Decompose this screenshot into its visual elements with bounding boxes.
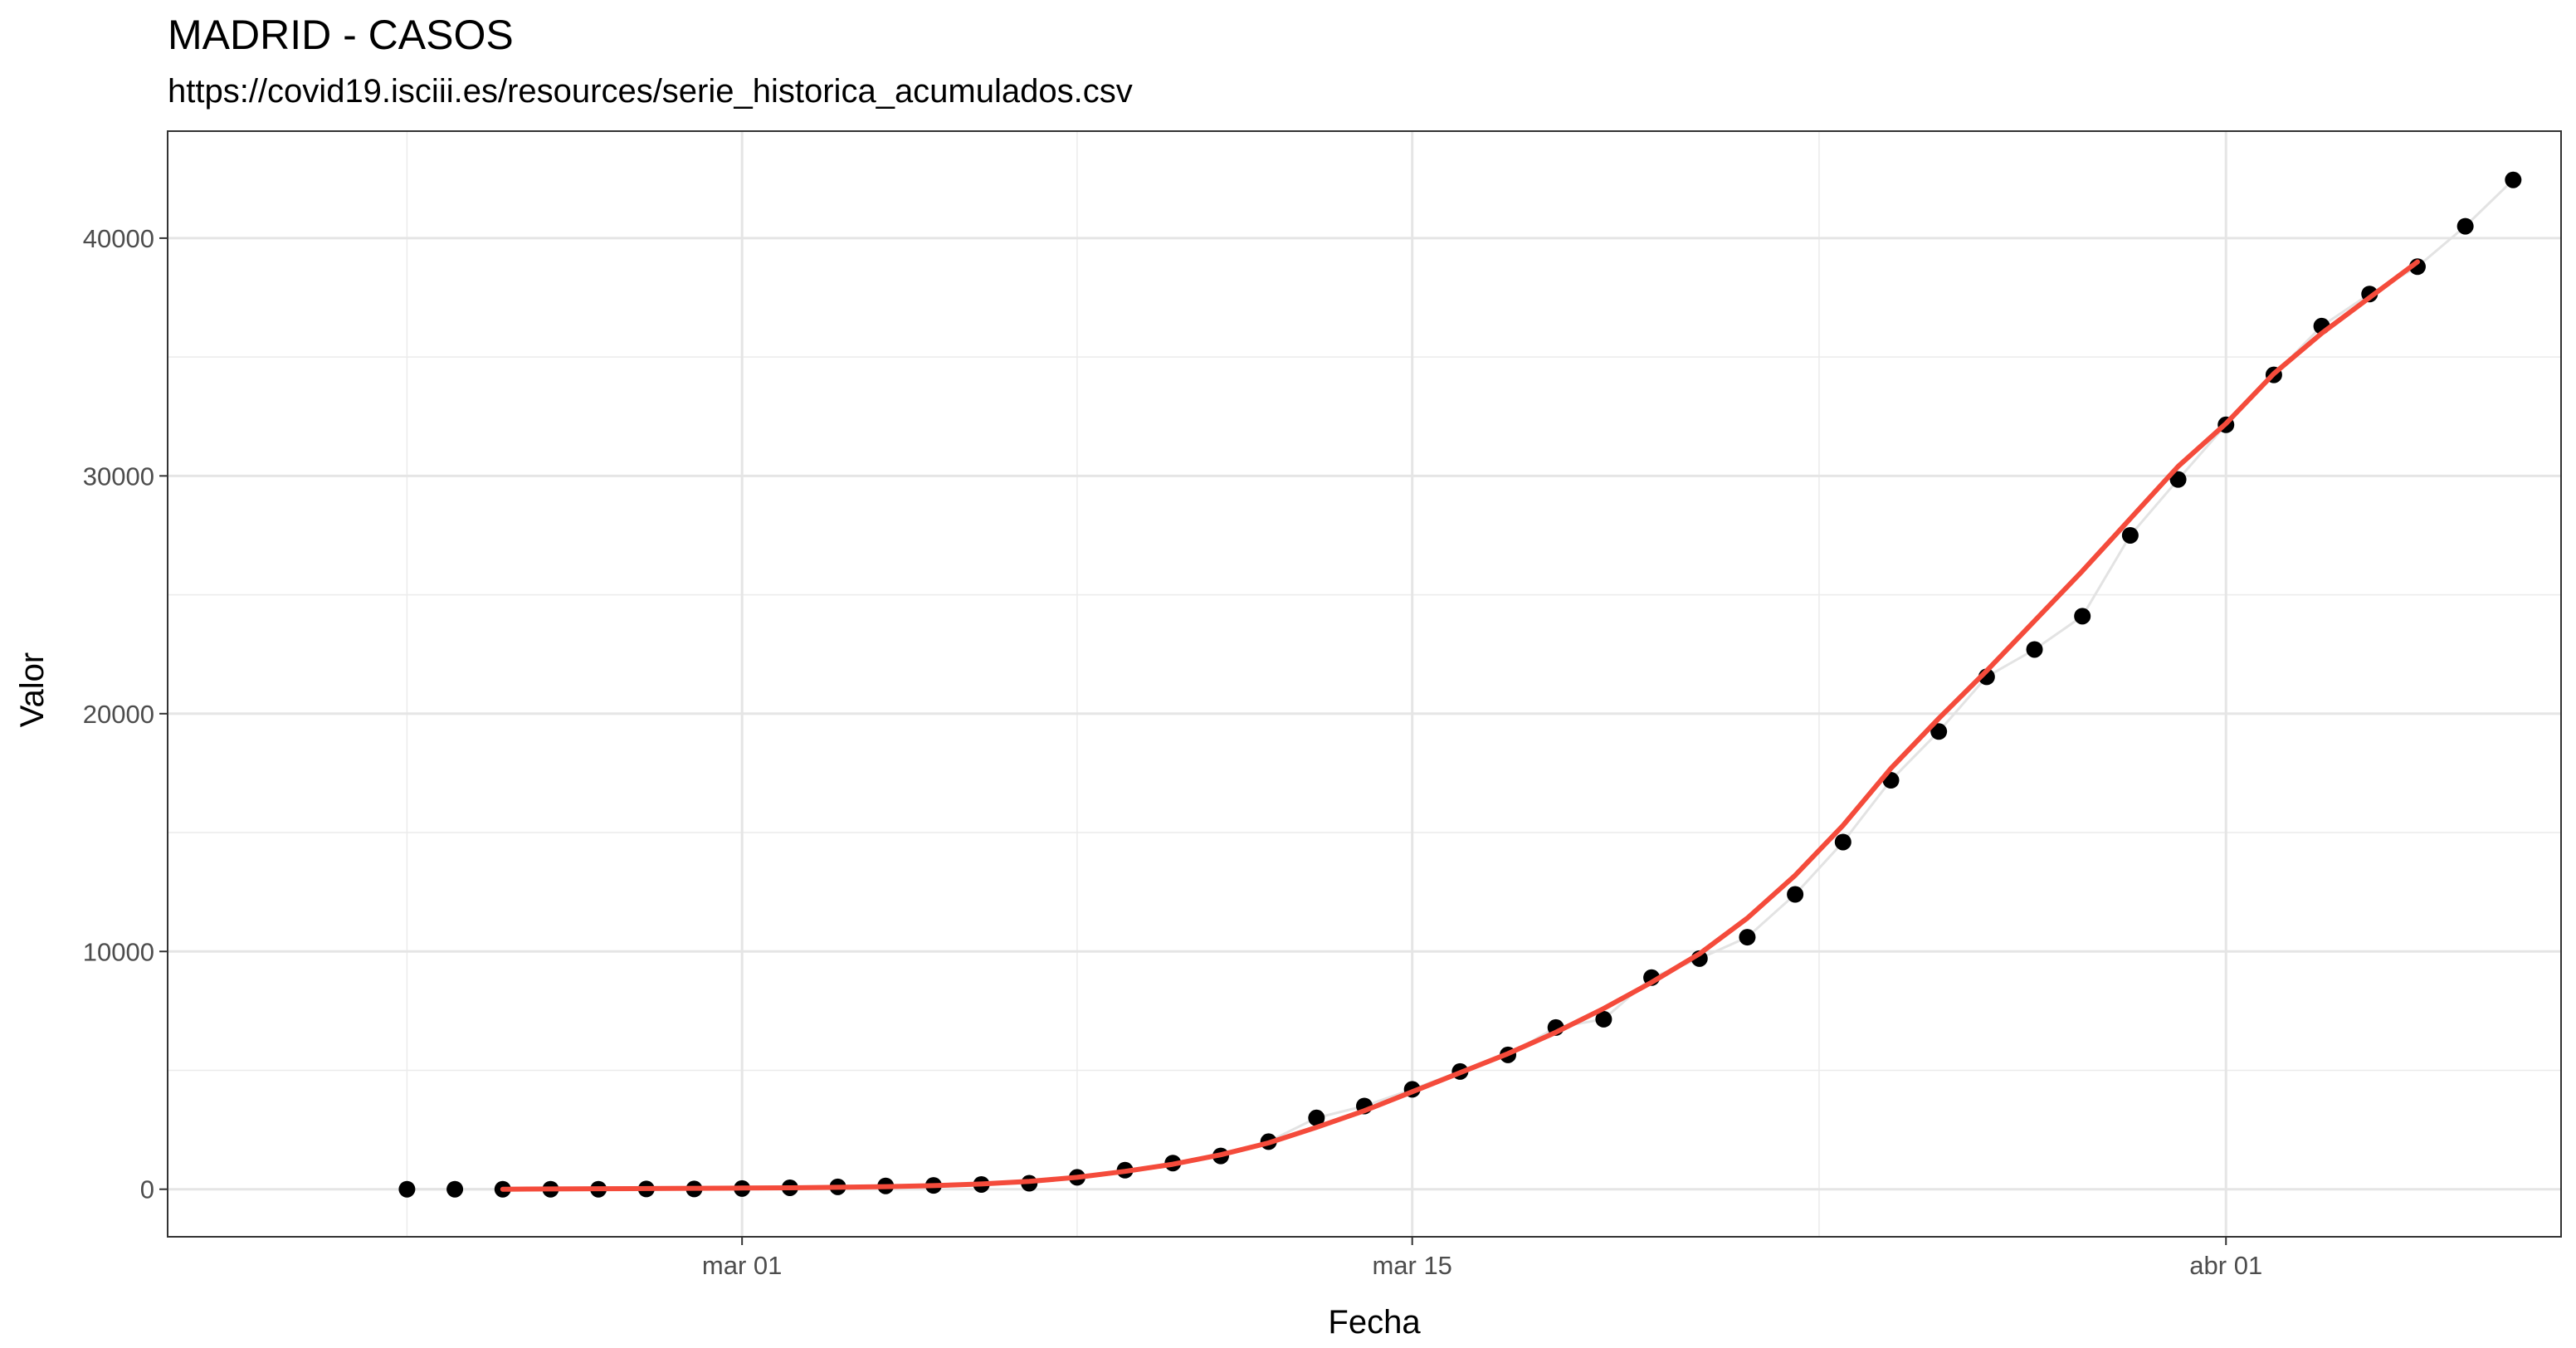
data-point [1930,723,1948,740]
y-tick-label: 30000 [83,462,154,491]
y-tick-label: 10000 [83,937,154,966]
y-tick-label: 0 [140,1175,154,1204]
chart-title: MADRID - CASOS [168,12,514,58]
y-axis: 0 10000 20000 30000 40000 [83,224,168,1204]
y-axis-title: Valor [14,652,51,727]
chart-subtitle: https://covid19.isciii.es/resources/seri… [168,73,1133,110]
y-tick-label: 40000 [83,224,154,253]
series-layer [398,171,2522,1198]
data-point [398,1180,416,1198]
data-point [1834,833,1852,851]
data-point [1308,1109,1325,1126]
minor-gridlines [168,131,2561,1237]
data-point [2169,471,2187,488]
data-point [446,1180,464,1198]
x-tick-label: mar 15 [1372,1251,1451,1280]
x-axis-title: Fecha [1328,1304,1421,1341]
x-axis: mar 01 mar 15 abr 01 [702,1237,2262,1280]
y-tick-label: 20000 [83,700,154,729]
data-point [1787,886,1804,903]
data-point [2026,641,2043,658]
data-point [1739,929,1756,946]
x-tick-label: mar 01 [702,1251,782,1280]
plot-border [167,130,2562,1238]
plot-panel [168,131,2561,1237]
data-point [2456,217,2474,235]
fitted-curve [500,259,2420,1192]
data-point [2505,171,2522,188]
data-point [2121,526,2139,544]
x-tick-label: abr 01 [2189,1251,2262,1280]
data-point [1595,1010,1612,1028]
data-point [2074,608,2091,625]
